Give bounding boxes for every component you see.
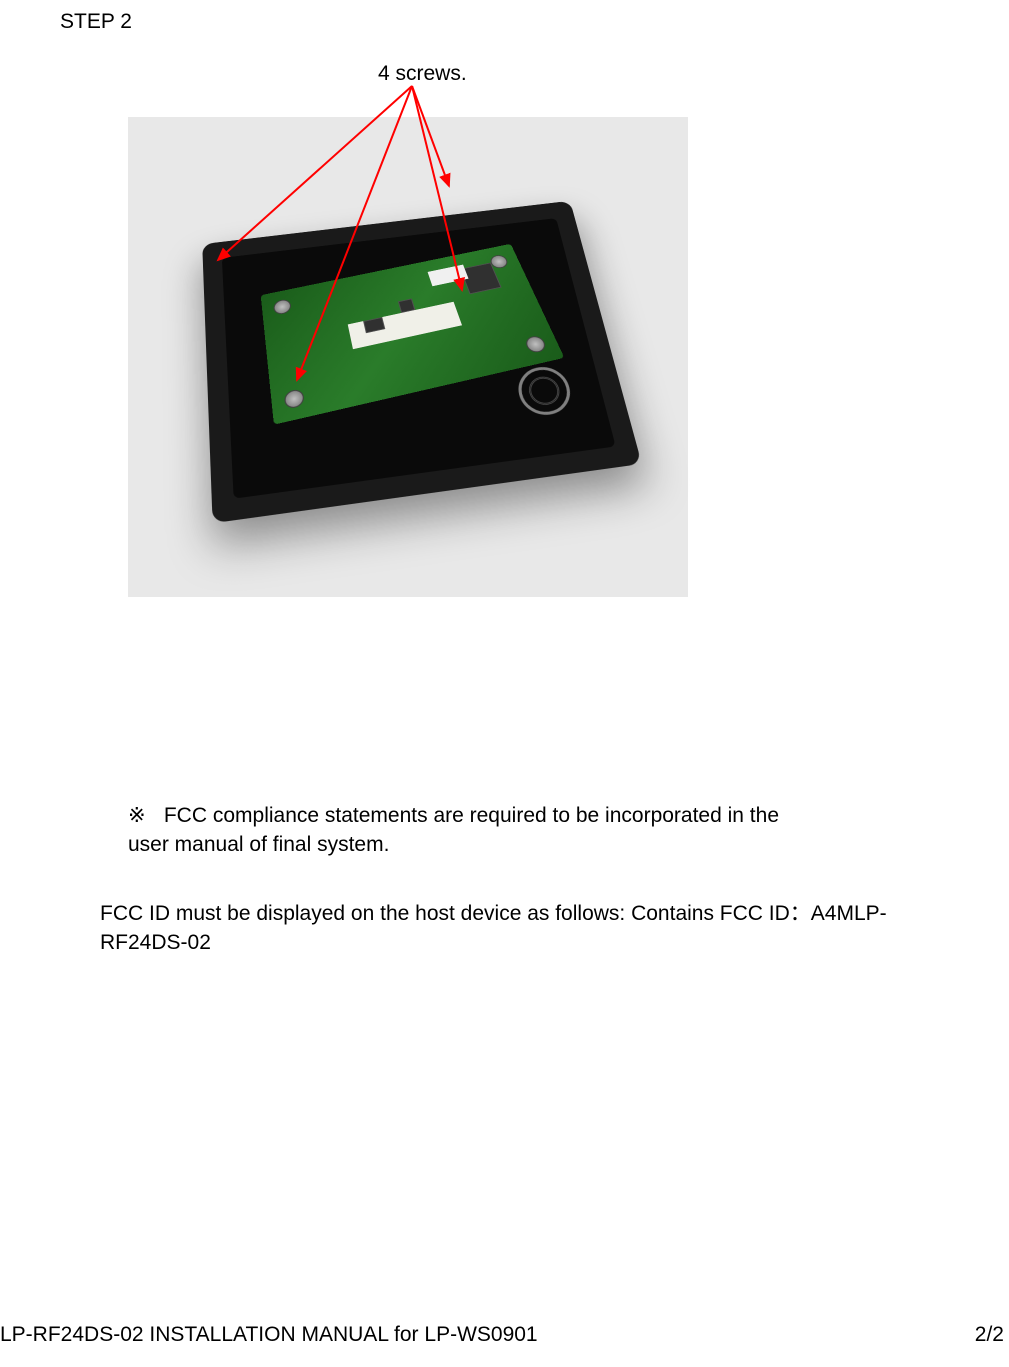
footer-title: LP-RF24DS-02 INSTALLATION MANUAL for LP-… [0,1323,538,1347]
device-enclosure [202,201,642,523]
device-photo [128,117,688,597]
connector-icon [428,265,469,287]
step-title: STEP 2 [60,10,132,34]
compliance-note: ※ FCC compliance statements are required… [128,801,808,860]
chip-icon [363,317,385,333]
note-symbol: ※ [128,801,158,830]
screw-icon [273,298,292,315]
fcc-id-note: FCC ID must be displayed on the host dev… [100,899,900,958]
screws-label: 4 screws. [378,62,467,86]
device-inner-cavity [222,218,616,499]
circuit-board [261,244,565,425]
compliance-text: FCC compliance statements are required t… [128,804,779,856]
battery-spring-icon [514,364,575,418]
chip-icon [398,298,415,312]
screw-icon [524,335,548,354]
page-number: 2/2 [975,1323,1004,1347]
screw-icon [284,388,305,410]
